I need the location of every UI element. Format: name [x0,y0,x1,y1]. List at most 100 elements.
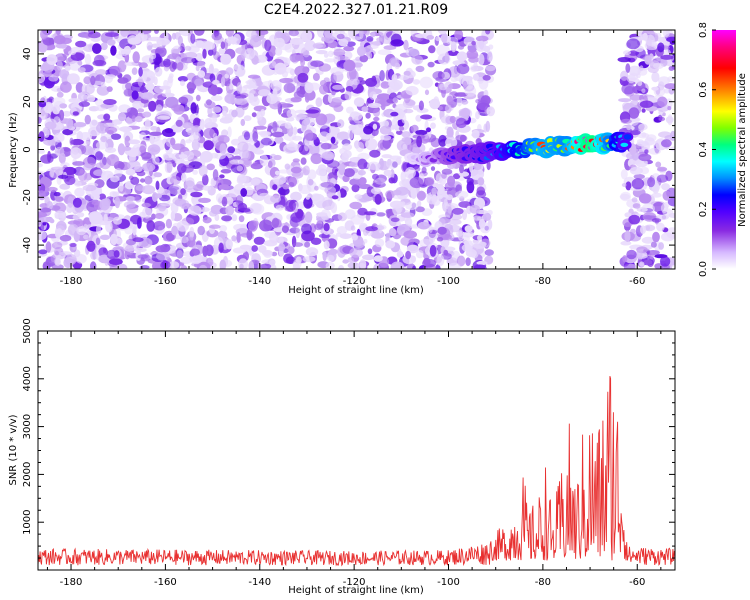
noise-blob-0 [122,74,132,83]
noise-blob-0 [75,82,84,93]
noise-blob-0 [391,73,398,83]
noise-blob-0 [405,250,411,260]
noise-blob-0 [320,181,335,188]
x-tick-label: -160 [154,276,177,287]
noise-blob-0 [104,147,117,154]
noise-blob-0 [228,188,241,198]
noise-blob-0 [134,196,141,202]
noise-blob-0 [482,212,492,221]
noise-blob-0 [195,52,203,62]
noise-blob-0 [420,114,433,120]
noise-blob-0 [283,82,296,94]
noise-blob-0 [347,128,354,140]
noise-blob-0 [391,33,402,45]
noise-blob-0 [305,195,310,200]
noise-blob-0 [350,225,356,231]
noise-blob-0 [100,42,108,51]
noise-blob-0 [423,257,431,266]
noise-blob-0 [412,79,421,85]
noise-blob-0 [147,144,161,155]
noise-blob-0 [84,114,92,125]
noise-blob-0 [403,70,411,77]
noise-blob-0 [124,227,134,235]
noise-blob-0 [272,184,278,191]
noise-blob-0 [253,125,267,130]
noise-blob-0 [484,249,494,256]
noise-blob-0 [42,221,47,226]
noise-blob-1 [650,241,657,248]
noise-blob-0 [418,100,424,111]
noise-blob-0 [181,57,195,64]
noise-blob-0 [134,165,143,173]
noise-blob-0 [38,216,53,223]
noise-blob-0 [191,125,202,133]
noise-blob-0 [96,85,110,96]
noise-blob-0 [358,177,367,186]
noise-blob-0 [378,30,386,36]
noise-blob-0 [160,202,173,207]
noise-blob-0 [366,36,374,42]
noise-blob-0 [475,35,489,42]
noise-blob-0 [140,178,145,183]
noise-blob-0 [64,65,71,71]
noise-blob-0 [260,263,272,269]
noise-blob-0 [292,259,302,269]
noise-blob-0 [77,60,83,66]
noise-blob-0 [171,225,179,236]
noise-blob-0 [78,101,91,107]
noise-blob-1 [665,116,674,124]
noise-blob-0 [359,259,367,269]
noise-blob-0 [106,86,113,92]
noise-blob-1 [623,50,631,56]
noise-blob-0 [322,251,327,262]
noise-blob-1 [639,261,645,267]
noise-blob-0 [239,263,244,269]
noise-blob-0 [218,184,230,190]
noise-blob-0 [441,168,453,175]
snr-series-line [38,375,675,567]
noise-blob-0 [180,236,189,244]
noise-blob-0 [93,54,105,66]
noise-blob-1 [668,66,675,71]
noise-blob-0 [351,184,360,193]
noise-blob-0 [456,96,463,107]
noise-blob-0 [218,47,226,55]
noise-blob-0 [432,71,445,80]
noise-blob-0 [219,143,227,155]
noise-blob-0 [38,162,43,168]
y-tick-label: 0 [22,146,33,152]
noise-blob-0 [209,73,216,83]
noise-blob-0 [293,91,305,99]
noise-blob-0 [357,207,368,216]
noise-blob-0 [486,160,491,171]
snr-panel: -180 -160 -140 -120 -100 -80 -60 1000 2000 3000 40… [8,318,676,596]
noise-blob-0 [55,43,68,49]
noise-blob-0 [151,213,156,220]
noise-blob-0 [437,30,448,35]
noise-blob-0 [301,223,312,235]
y-tick-label: 3000 [22,414,33,439]
noise-blob-0 [221,196,228,207]
noise-blob-0 [477,76,484,84]
noise-blob-0 [246,78,257,90]
noise-blob-0 [114,168,123,178]
noise-blob-0 [416,135,422,148]
noise-blob-0 [206,99,212,106]
noise-blob-0 [46,54,58,65]
noise-blob-1 [641,203,655,215]
noise-blob-0 [347,257,355,263]
noise-blob-0 [373,255,383,262]
noise-blob-0 [113,250,120,258]
noise-blob-0 [333,48,346,57]
noise-blob-0 [208,210,218,217]
noise-blob-0 [243,182,253,187]
noise-blob-0 [260,137,272,146]
noise-blob-0 [231,214,238,222]
noise-blob-1 [631,178,645,190]
noise-blob-0 [343,45,355,52]
noise-blob-0 [70,147,82,160]
noise-blob-0 [63,166,77,176]
noise-blob-0 [310,237,322,245]
noise-blob-0 [349,247,363,258]
noise-blob-0 [464,85,477,97]
